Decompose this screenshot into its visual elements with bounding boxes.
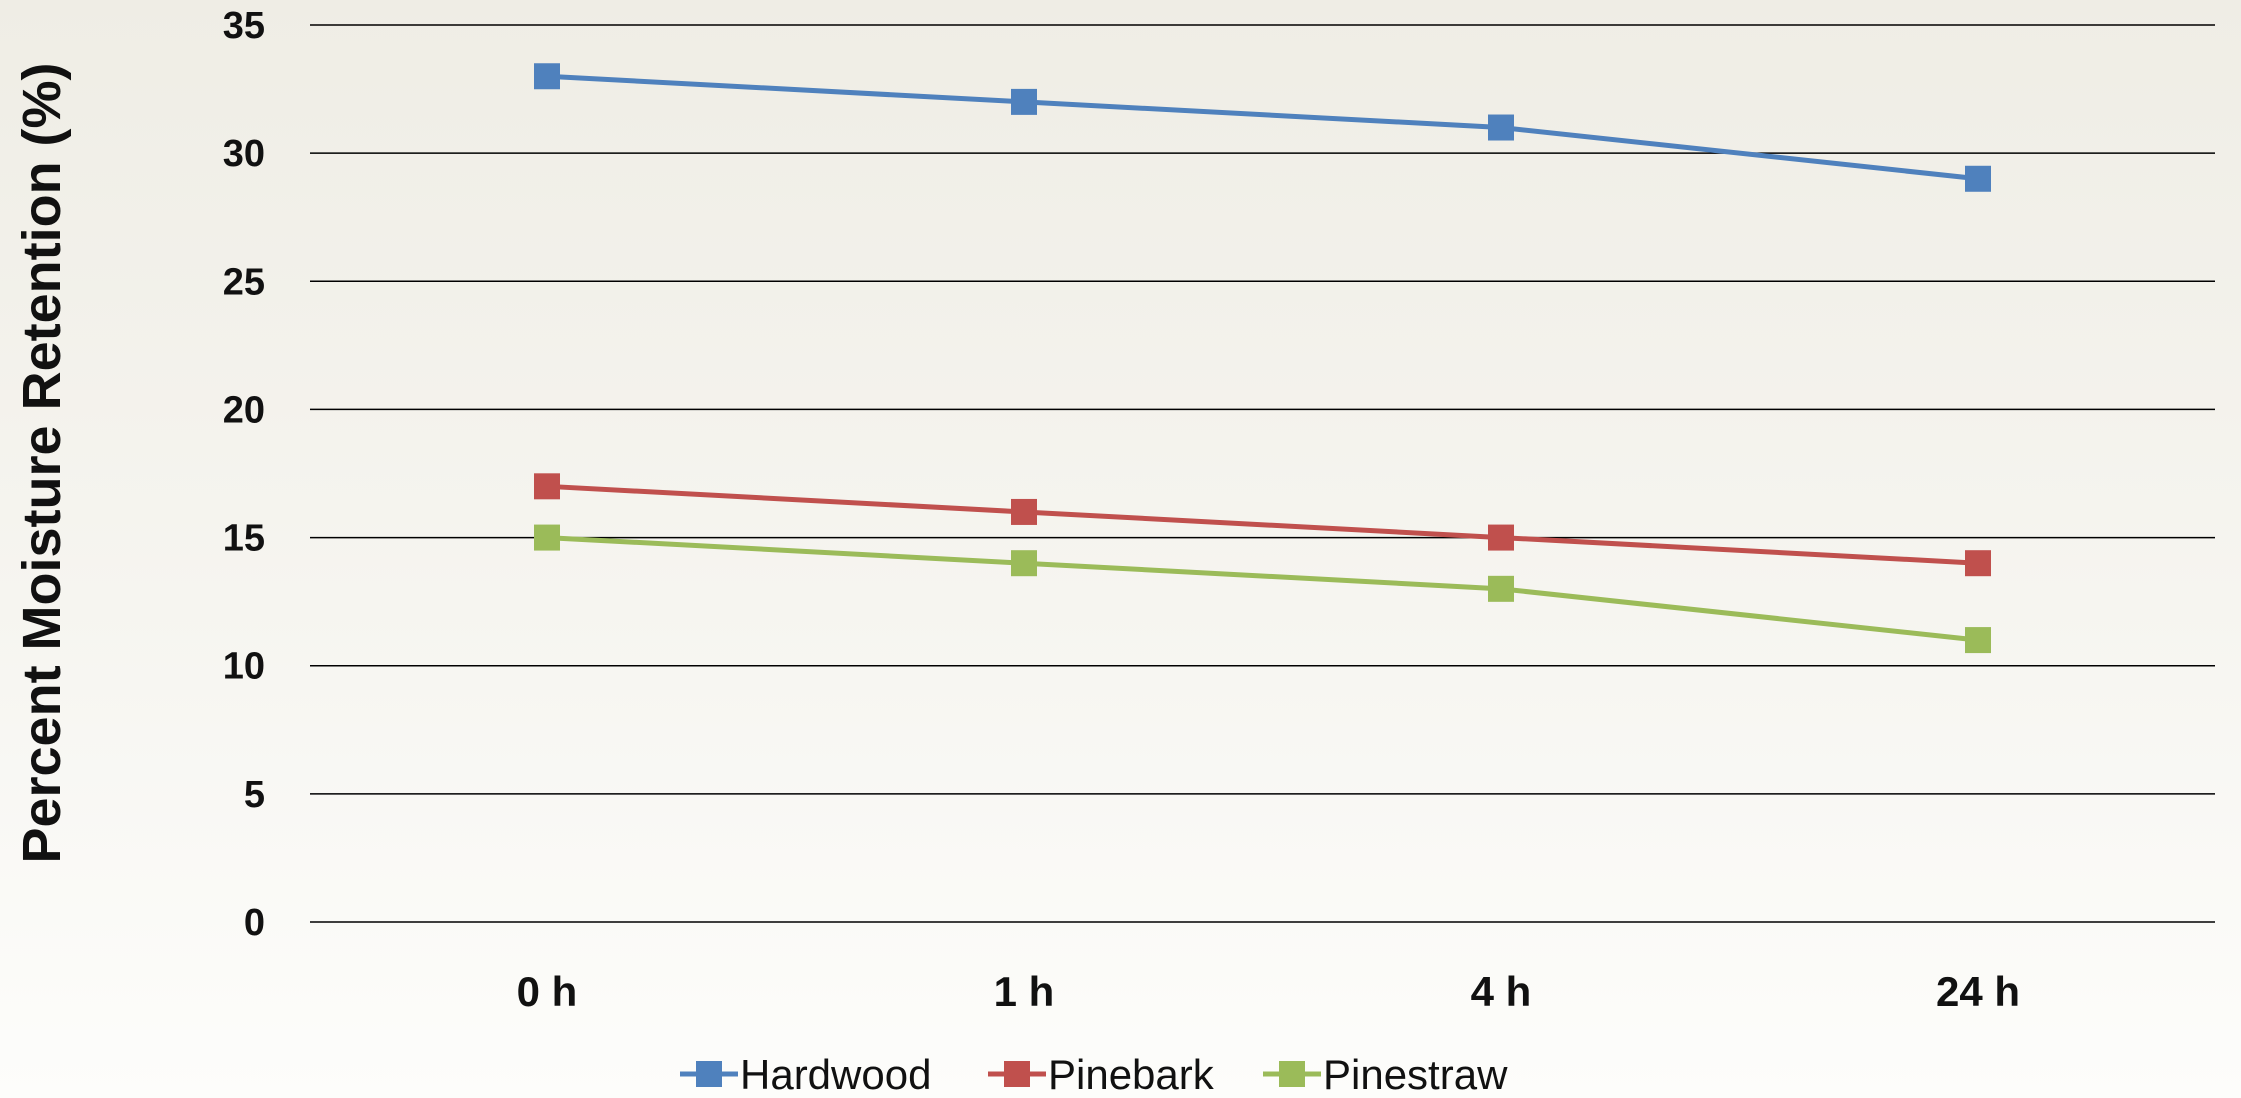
legend-item: Pinestraw [1263,1051,1508,1098]
series-line [546,483,1979,566]
series-layer [534,63,1991,654]
data-point [1011,550,1037,577]
x-tick-label: 24 h [1936,968,2020,1015]
data-point [1965,550,1991,577]
x-axis-ticks: 0 h 1 h 4 h 24 h [517,968,2020,1015]
data-point [534,473,560,500]
legend: Hardwood Pinebark Pinestraw [680,1051,1508,1098]
series-pinebark [534,473,1991,577]
legend-label: Pinebark [1048,1051,1215,1098]
data-point [1488,114,1514,141]
legend-item: Pinebark [988,1051,1215,1098]
y-tick-label: 0 [244,902,265,944]
data-point [1488,575,1514,602]
series-line [546,535,1979,643]
legend-label: Pinestraw [1323,1051,1508,1098]
y-tick-label: 20 [223,389,265,431]
legend-marker [696,1061,722,1087]
y-tick-label: 10 [223,646,265,688]
y-axis-ticks: 0 5 10 15 20 25 30 35 [223,5,265,944]
data-point [1488,524,1514,551]
data-point [1011,88,1037,115]
y-tick-label: 30 [223,133,265,175]
series-pinestraw [534,524,1991,654]
y-tick-label: 35 [223,5,265,47]
data-point [1011,498,1037,525]
data-point [534,63,560,90]
legend-marker [1004,1061,1030,1087]
data-point [534,524,560,551]
legend-item: Hardwood [680,1051,931,1098]
x-tick-label: 0 h [517,968,578,1015]
x-tick-label: 4 h [1471,968,1532,1015]
gridlines [310,24,2215,923]
data-point [1965,165,1991,192]
data-point [1965,627,1991,654]
y-axis-title: Percent Moisture Retention (%) [12,62,72,863]
x-tick-label: 1 h [994,968,1055,1015]
legend-label: Hardwood [740,1051,931,1098]
y-tick-label: 25 [223,261,265,303]
legend-marker [1279,1061,1305,1087]
y-tick-label: 5 [244,774,265,816]
series-hardwood [534,63,1991,192]
y-tick-label: 15 [223,518,265,560]
series-line [546,73,1979,182]
